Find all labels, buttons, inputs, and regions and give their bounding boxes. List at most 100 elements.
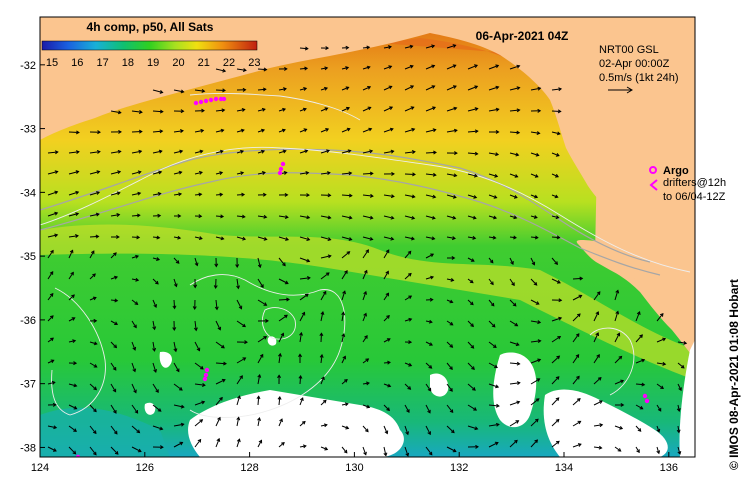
current-arrowhead [236,438,241,443]
current-arrow [194,89,205,92]
current-arrow [509,131,520,134]
current-arrow [677,446,681,455]
current-arrowhead [410,106,415,110]
current-arrowhead [93,408,97,413]
current-arrow [131,341,136,351]
current-arrowhead [72,450,77,455]
current-arrowhead [366,404,371,409]
current-arrowhead [116,213,121,217]
current-arrowhead [220,214,225,219]
current-arrowhead [558,316,563,321]
current-arrowhead [219,396,223,401]
current-arrow [446,362,453,370]
current-arrow [383,338,391,343]
current-arrow [467,362,475,370]
argo-label: Argo [663,165,689,177]
current-arrow [467,425,478,430]
current-arrow [68,446,76,455]
current-arrowhead [221,108,226,113]
current-arrowhead [557,109,562,114]
current-arrowhead [324,107,329,111]
current-arrowhead [175,260,180,264]
current-arrowhead [282,262,286,267]
current-arrowhead [132,346,137,351]
current-arrow [110,320,118,325]
current-arrowhead [510,261,514,265]
current-arrowhead [516,361,521,366]
current-arrow [320,87,328,91]
current-arrow [341,236,352,241]
cool-zone [40,407,170,457]
current-arrow [446,446,457,452]
current-arrow [362,249,369,259]
current-arrow [362,215,373,219]
current-arrowhead [410,85,415,89]
current-arrowhead [472,215,477,220]
current-arrowhead [201,89,206,93]
current-arrow [467,130,478,133]
current-arrow [467,278,474,284]
current-arrow [110,214,120,217]
current-arrow [47,446,57,452]
current-arrow [152,150,162,154]
current-arrow [425,236,435,240]
current-arrow [425,194,436,198]
current-arrow [278,396,281,406]
current-arrow [131,404,139,414]
current-arrow [383,85,392,91]
current-arrowhead [75,234,79,238]
drifter-tracks [75,96,650,457]
current-arrow [110,252,117,259]
current-arrowhead [369,193,374,198]
current-arrow [215,320,221,331]
current-arrow [446,215,456,219]
current-arrowhead [192,306,197,310]
current-arrowhead [219,192,224,197]
plot-frame [39,16,696,458]
current-arrowhead [284,66,288,71]
current-arrowhead [92,430,97,435]
current-arrow [215,193,223,196]
current-arrow [425,85,435,91]
current-arrowhead [137,448,142,453]
current-arrowhead [489,259,494,264]
current-arrowhead [411,236,415,241]
current-arrowhead [117,110,122,115]
current-arrowhead [659,312,664,317]
current-arrowhead [54,190,59,195]
current-arrowhead [490,281,494,286]
current-arrowhead [298,374,303,379]
current-arrowhead [49,315,54,319]
current-arrowhead [537,108,542,113]
current-arrowhead [556,131,561,136]
current-arrow [47,234,58,238]
current-arrow [89,362,97,368]
current-arrow [341,172,352,175]
current-arrow [383,194,394,197]
current-arrow [467,194,477,199]
current-arrow [299,150,308,154]
current-arrow [635,359,645,364]
current-arrowhead [277,374,282,379]
colorbar-title: 4h comp, p50, All Sats [87,20,214,34]
current-arrow [236,278,239,289]
current-arrowhead [428,365,433,369]
current-arrowhead [369,236,374,241]
current-arrow [551,278,561,284]
current-arrowhead [299,331,303,336]
current-arrow [593,354,600,364]
current-arrowhead [278,352,282,357]
current-arrowhead [385,270,389,275]
current-arrow [173,404,184,408]
current-arrow [383,383,391,387]
current-arrowhead [178,170,183,175]
current-arrowhead [217,326,222,331]
current-arrow [425,446,433,456]
current-arrow [404,251,412,259]
current-arrowhead [495,85,500,90]
current-arrowhead [387,383,392,388]
current-arrow [173,362,180,372]
current-arrowhead [554,194,559,199]
current-arrow [488,423,499,427]
current-arrow [68,250,74,259]
